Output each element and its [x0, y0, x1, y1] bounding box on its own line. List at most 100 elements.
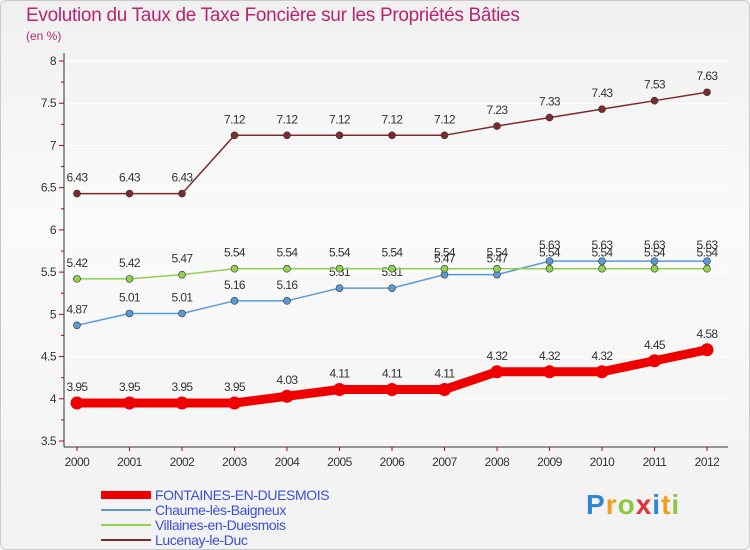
data-label: 7.12: [329, 112, 351, 126]
data-label: 4.32: [487, 349, 509, 363]
data-label: 7.12: [224, 112, 246, 126]
data-point: [648, 354, 661, 368]
data-label: 3.95: [119, 380, 141, 394]
data-point: [125, 309, 134, 318]
proxiti-logo: Proxiti: [586, 489, 680, 521]
data-point: [703, 257, 711, 265]
legend-swatch: [101, 523, 151, 526]
data-point: [650, 264, 659, 273]
x-tick-label: 2001: [117, 455, 143, 469]
data-point: [70, 396, 84, 410]
x-tick-label: 2008: [485, 455, 511, 469]
data-point: [543, 365, 556, 379]
logo-letter: t: [661, 489, 672, 520]
y-tick-label: 6: [50, 223, 57, 237]
data-point: [178, 270, 186, 279]
data-label: 7.43: [592, 86, 614, 100]
data-label: 4.32: [539, 349, 561, 363]
data-point: [650, 257, 659, 265]
y-tick-label: 6.5: [41, 181, 57, 195]
data-point: [125, 275, 134, 283]
x-tick-label: 2002: [170, 455, 196, 469]
data-label: 3.95: [224, 380, 246, 394]
x-tick-label: 2006: [380, 455, 406, 469]
data-label: 4.11: [382, 366, 403, 380]
data-point: [175, 396, 189, 410]
unit-label: (en %): [26, 29, 62, 43]
data-point: [388, 131, 396, 140]
logo-letter: i: [671, 489, 681, 520]
data-label: 5.54: [644, 246, 666, 260]
x-tick-label: 2003: [222, 455, 248, 469]
data-label: 5.01: [119, 290, 141, 304]
data-label: 5.16: [224, 278, 246, 292]
data-label: 7.12: [434, 112, 456, 126]
data-label: 5.42: [119, 256, 141, 270]
logo-letter: i: [652, 489, 662, 520]
data-point: [598, 264, 606, 273]
data-point: [598, 257, 606, 265]
data-point: [545, 257, 554, 265]
legend-label: Villaines-en-Duesmois: [155, 516, 286, 533]
data-label: 4.45: [644, 338, 666, 352]
data-point: [700, 343, 714, 357]
data-label: 5.63: [697, 238, 719, 252]
data-label: 4.58: [697, 327, 719, 341]
data-point: [283, 131, 291, 140]
chart-title: Evolution du Taux de Taxe Foncière sur l…: [26, 5, 520, 26]
y-tick-label: 7: [50, 138, 57, 152]
data-point: [178, 309, 186, 318]
data-point: [545, 113, 554, 122]
data-point: [440, 131, 449, 140]
data-point: [230, 131, 239, 140]
y-tick-label: 5: [50, 307, 57, 321]
x-tick-label: 2010: [590, 455, 616, 469]
legend-swatch: [101, 508, 151, 511]
y-tick-label: 3.5: [41, 434, 57, 448]
data-label: 7.53: [644, 78, 666, 92]
data-point: [493, 264, 501, 273]
data-label: 5.63: [592, 238, 614, 252]
y-tick-label: 4: [50, 392, 57, 406]
data-point: [385, 382, 399, 396]
data-label: 6.43: [172, 171, 194, 185]
data-label: 5.54: [697, 246, 719, 260]
y-tick-label: 4.5: [41, 350, 57, 364]
data-point: [73, 321, 81, 330]
data-point: [230, 297, 239, 305]
x-tick-label: 2007: [432, 455, 458, 469]
data-label: 7.23: [487, 103, 509, 117]
x-tick-label: 2009: [537, 455, 563, 469]
data-point: [335, 131, 344, 140]
x-tick-label: 2012: [695, 455, 721, 469]
x-tick-label: 2005: [327, 455, 353, 469]
legend-item: FONTAINES-EN-DUESMOIS: [101, 487, 330, 503]
data-label: 4.87: [67, 302, 89, 316]
y-tick-label: 7.5: [41, 96, 57, 110]
legend-label: Lucenay-le-Duc: [155, 531, 248, 548]
y-tick-label: 5.5: [41, 265, 57, 279]
legend-item: Lucenay-le-Duc: [101, 531, 248, 548]
data-label: 5.16: [277, 278, 299, 292]
data-label: 6.43: [67, 171, 89, 185]
data-point: [493, 122, 501, 130]
data-label: 3.95: [172, 380, 194, 394]
data-label: 3.95: [67, 380, 89, 394]
legend-label: Chaume-lès-Baigneux: [155, 501, 286, 518]
data-point: [650, 96, 659, 105]
data-point: [335, 264, 344, 273]
data-point: [73, 275, 81, 283]
data-point: [440, 264, 449, 273]
data-label: 7.33: [539, 95, 561, 109]
logo-letter: o: [617, 489, 636, 520]
data-label: 6.43: [119, 171, 141, 185]
data-point: [280, 389, 294, 403]
legend-item: Chaume-lès-Baigneux: [101, 501, 286, 518]
x-tick-label: 2011: [643, 455, 668, 469]
data-label: 4.11: [329, 366, 350, 380]
logo-letter: r: [605, 489, 618, 520]
data-point: [228, 396, 241, 410]
data-point: [73, 189, 81, 198]
